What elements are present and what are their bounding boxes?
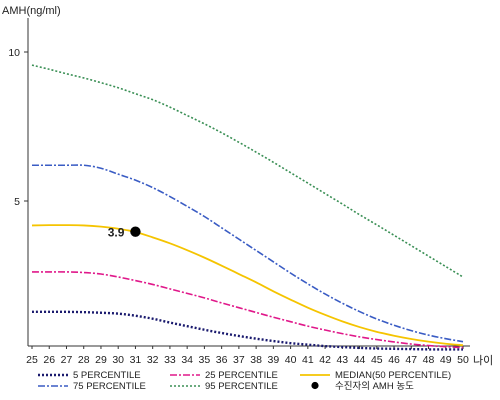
- series-line-95-percentile: [31, 64, 464, 278]
- series-line-75-percentile: [32, 164, 464, 343]
- x-tick-label: 41: [302, 354, 314, 366]
- patient-amh-marker: [130, 226, 141, 237]
- legend-label: 수진자의 AMH 농도: [335, 381, 414, 392]
- x-tick-label: 45: [371, 354, 383, 366]
- x-tick-label: 40: [285, 354, 297, 366]
- x-tick-label: 26: [43, 354, 55, 366]
- x-tick-label: 39: [268, 354, 280, 366]
- x-axis-title: 나이: [473, 354, 493, 367]
- series-line-25-percentile: [32, 271, 464, 349]
- series-line-5-percentile: [32, 310, 463, 351]
- legend-label: 95 PERCENTILE: [205, 381, 278, 392]
- legend-label: 25 PERCENTILE: [205, 370, 278, 381]
- marker-layer: 3.9: [108, 226, 141, 240]
- x-tick-label: 44: [354, 354, 366, 366]
- x-tick-label: 49: [440, 354, 452, 366]
- y-axis-title: AMH(ng/ml): [2, 5, 61, 17]
- x-tick-label: 33: [164, 354, 176, 366]
- x-tick-label: 48: [423, 354, 435, 366]
- patient-amh-value-label: 3.9: [108, 226, 125, 240]
- axes: 5 10 25 26 27 28 29 30 31 32 33 34 35 36 37 38 39 40 41 42 4…: [2, 5, 493, 367]
- x-tick-label: 25: [26, 354, 38, 366]
- x-tick-label: 27: [61, 354, 73, 366]
- x-tick-label: 30: [112, 354, 124, 366]
- x-tick-label: 37: [233, 354, 245, 366]
- x-tick-label: 43: [336, 354, 348, 366]
- legend: 5 PERCENTILE 25 PERCENTILE MEDIAN(50 PERCE…: [38, 370, 451, 392]
- x-tick-label: 35: [199, 354, 211, 366]
- x-tick-label: 42: [319, 354, 331, 366]
- x-tick-label: 50: [457, 354, 469, 366]
- x-tick-label: 34: [181, 354, 193, 366]
- x-tick-label: 36: [216, 354, 228, 366]
- x-tick-label: 46: [388, 354, 400, 366]
- x-tick-label: 47: [405, 354, 417, 366]
- x-tick-label: 29: [95, 354, 107, 366]
- legend-label: 75 PERCENTILE: [73, 381, 146, 392]
- legend-marker-dot: [311, 381, 319, 390]
- x-tick-label: 31: [130, 354, 142, 366]
- legend-label: 5 PERCENTILE: [73, 370, 141, 381]
- legend-label: MEDIAN(50 PERCENTILE): [335, 370, 451, 381]
- series-layer: [31, 64, 464, 351]
- x-tick-label: 38: [250, 354, 262, 366]
- y-tick-label: 10: [8, 47, 20, 59]
- x-tick-label: 32: [147, 354, 159, 366]
- y-tick-label: 5: [14, 196, 20, 208]
- x-tick-label: 28: [78, 354, 90, 366]
- series-line-median-50-percentile: [31, 224, 464, 347]
